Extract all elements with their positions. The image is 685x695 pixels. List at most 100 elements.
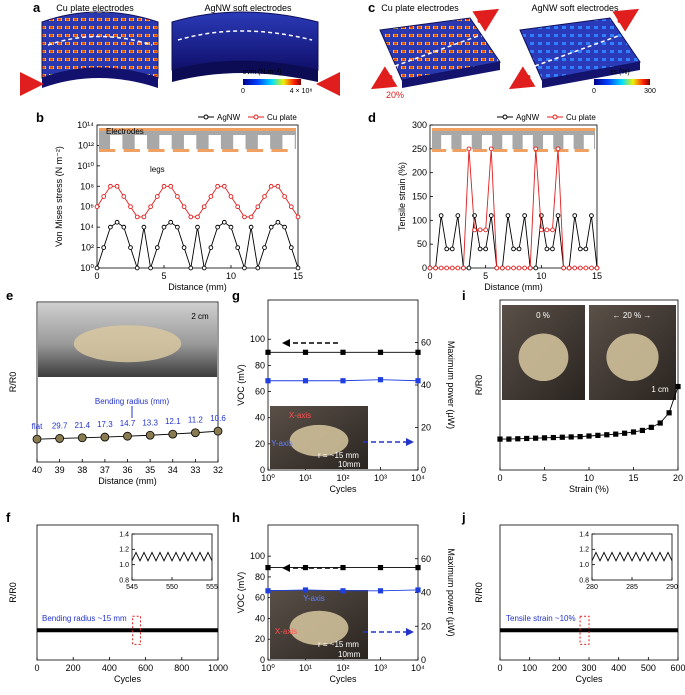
- schematic-electrode: [472, 149, 487, 152]
- y-tick-label: 1.4: [119, 531, 129, 538]
- x-axis-label: Cycles: [114, 674, 142, 684]
- point: [533, 146, 539, 152]
- x-tick-label: 100: [522, 663, 537, 673]
- strain-label: 20%: [386, 90, 404, 100]
- point: [168, 219, 174, 225]
- legend-marker: [203, 114, 209, 120]
- point: [533, 265, 539, 271]
- point: [550, 434, 556, 441]
- point: [128, 245, 133, 250]
- point: [235, 245, 241, 250]
- inset-text: 2 cm: [191, 312, 209, 321]
- point: [114, 219, 120, 225]
- schematic-electrode: [513, 149, 528, 152]
- point: [566, 265, 572, 271]
- x-tick-label: 15: [592, 271, 602, 281]
- series-line: [131, 551, 213, 562]
- point: [511, 265, 516, 271]
- x-tick-label: 550: [166, 584, 178, 591]
- arrow-head: [282, 339, 290, 347]
- point: [515, 436, 521, 442]
- colorbar-tick: 4 × 10⁸: [290, 88, 313, 95]
- point: [295, 214, 301, 220]
- panel-label: e: [6, 288, 13, 303]
- point: [449, 265, 455, 271]
- point: [32, 434, 42, 444]
- inset-text: Y-axis: [303, 594, 325, 603]
- point: [302, 378, 309, 384]
- legend-label: AgNW: [217, 113, 241, 122]
- schematic-electrode: [574, 149, 589, 152]
- arrow: [472, 8, 500, 32]
- point: [455, 265, 461, 271]
- colorbar: [243, 79, 301, 85]
- point: [506, 436, 512, 442]
- point: [302, 349, 309, 355]
- arrow-head: [406, 438, 414, 446]
- point: [559, 434, 565, 440]
- point: [148, 204, 153, 210]
- x-axis-label: Cycles: [329, 674, 357, 684]
- point: [190, 428, 200, 438]
- agnw-edge: [172, 61, 318, 82]
- inset-text: Y-axis: [271, 439, 293, 448]
- point: [302, 587, 309, 593]
- y-tick-label: 80: [255, 572, 265, 582]
- y-tick-label: 200: [412, 168, 427, 178]
- legend-label: Cu plate: [566, 113, 596, 122]
- y-axis-label: R/R0: [474, 375, 484, 396]
- panel-label: d: [368, 110, 376, 125]
- y-axis-label: R/R0: [8, 582, 18, 603]
- point: [108, 224, 113, 230]
- schematic-electrode: [533, 149, 549, 152]
- point: [295, 265, 301, 271]
- schematic-electrode: [493, 149, 508, 152]
- point: [215, 183, 220, 189]
- x-tick-label: 15: [293, 271, 303, 281]
- y-tick-label: 20: [255, 439, 265, 449]
- x-axis-label: Cycles: [575, 674, 603, 684]
- schematic-electrode: [432, 128, 595, 131]
- schematic-electrode: [271, 149, 288, 152]
- panel-label: g: [232, 288, 240, 303]
- y2-tick-label: 0: [421, 655, 426, 665]
- y-tick-label: 0: [422, 263, 427, 273]
- point: [524, 435, 530, 442]
- arrow: [612, 8, 640, 32]
- point: [444, 265, 450, 271]
- point-label: 10.6: [210, 414, 226, 423]
- point: [275, 219, 281, 225]
- colorbar-tick: 300: [644, 88, 656, 95]
- inset-text: 0 %: [536, 311, 550, 320]
- point: [168, 183, 174, 189]
- schematic-body: [99, 131, 296, 149]
- legend-label: Cu plate: [267, 113, 297, 122]
- point: [108, 183, 113, 189]
- y-tick-label: 40: [255, 413, 265, 423]
- x-tick-label: 5: [542, 473, 547, 483]
- y-tick-label: 10⁶: [80, 202, 94, 212]
- y-tick-label: 1.2: [119, 547, 129, 554]
- point: [77, 433, 87, 443]
- x-tick-label: 38: [77, 465, 87, 475]
- point: [522, 265, 527, 271]
- point: [415, 564, 421, 571]
- schematic-electrode: [554, 149, 569, 152]
- schematic-gap: [257, 135, 271, 149]
- y-axis-label: R/R0: [8, 372, 18, 393]
- panel-title: AgNW soft electrodes: [531, 3, 619, 13]
- x-tick-label: 10³: [374, 473, 387, 483]
- y-axis-label: R/R0: [474, 582, 484, 603]
- schematic-gap: [543, 135, 554, 149]
- schematic-body: [432, 131, 595, 149]
- series-line: [430, 215, 598, 269]
- x-tick-label: 35: [145, 465, 155, 475]
- point: [221, 183, 227, 189]
- x-tick-label: 37: [100, 465, 110, 475]
- x-tick-label: 36: [122, 465, 132, 475]
- schematic-electrode: [148, 149, 165, 152]
- photo-sample: [518, 333, 569, 381]
- point: [483, 227, 489, 233]
- point: [583, 265, 589, 271]
- y-tick-label: 60: [255, 387, 265, 397]
